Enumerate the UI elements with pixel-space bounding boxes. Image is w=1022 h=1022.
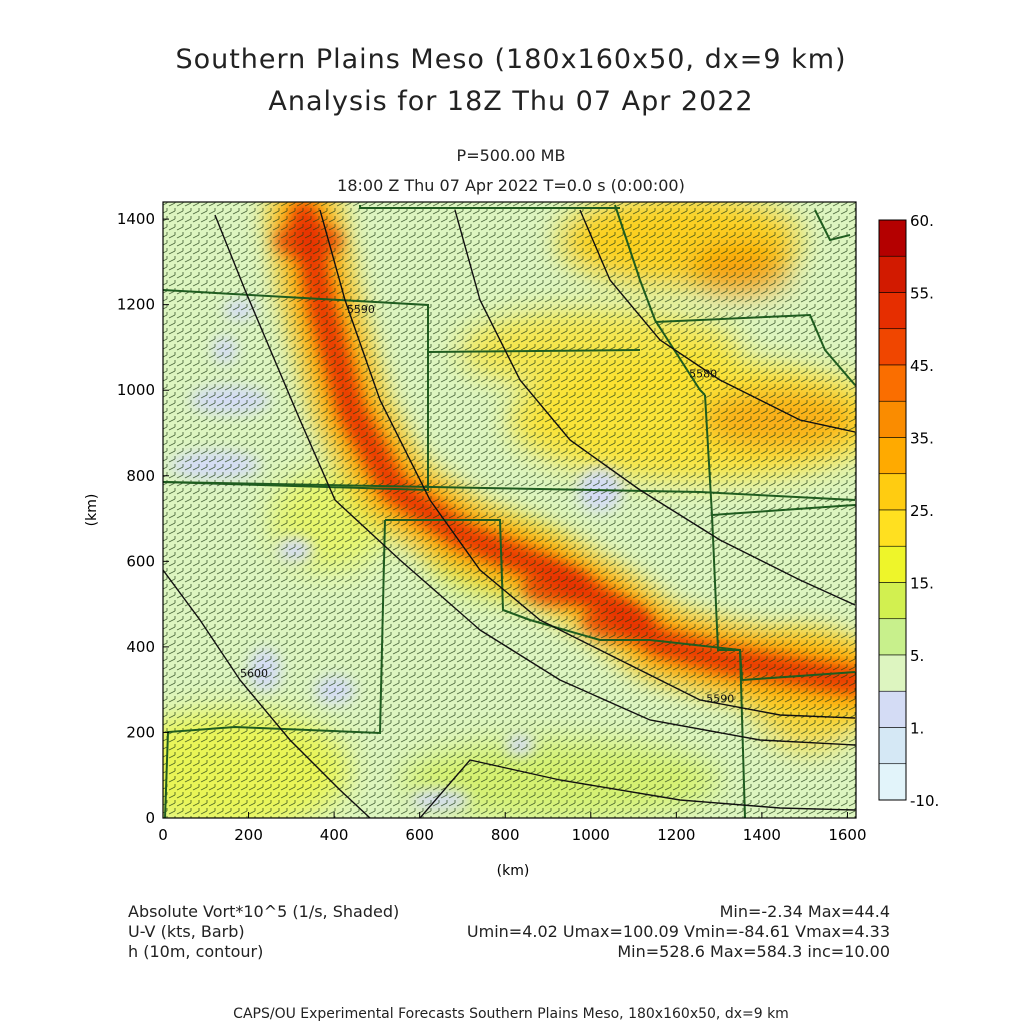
x-tick-label: 200 [234,826,263,844]
x-tick-label: 800 [491,826,520,844]
colorbar-swatch [878,400,907,438]
colorbar-swatch [878,509,907,547]
contour-label: 5600 [240,667,268,680]
colorbar-label: 45. [910,357,934,375]
colorbar-label: 55. [910,285,934,303]
field1-stats: Min=-2.34 Max=44.4 [719,902,890,921]
x-tick-label: 1600 [828,826,866,844]
colorbar-swatch [878,618,907,656]
colorbar-swatch [878,473,907,511]
colorbar-swatch [878,763,907,801]
state-borders [163,204,856,818]
x-axis-label: (km) [497,863,530,879]
colorbar-label: 25. [910,502,934,520]
colorbar-swatch [878,255,907,293]
colorbar-swatch [878,690,907,728]
field2-stats: Umin=4.02 Umax=100.09 Vmin=-84.61 Vmax=4… [466,922,890,941]
colorbar: 60. 55. 45. 35. 25. 15. 5. 1. -10. [878,212,939,810]
colorbar-label: 1. [910,720,924,738]
colorbar-swatch [878,437,907,475]
y-tick-label: 1000 [117,381,155,399]
y-tick-label: 400 [126,638,155,656]
y-axis: 0 200 400 600 800 1000 1200 1400 [117,210,169,827]
y-tick-label: 1200 [117,296,155,314]
field2-label: U-V (kts, Barb) [128,922,245,941]
x-axis: 0 200 400 600 800 1000 1200 1400 1600 [158,812,867,844]
valid-time: 18:00 Z Thu 07 Apr 2022 T=0.0 s (0:00:00… [337,176,685,195]
colorbar-label: 35. [910,430,934,448]
y-tick-label: 1400 [117,210,155,228]
credit-line: CAPS/OU Experimental Forecasts Southern … [233,1006,789,1022]
chart-subtitle: Analysis for 18Z Thu 07 Apr 2022 [268,86,754,117]
plot-area: 5590 5580 5600 5590 [163,202,856,818]
y-tick-label: 600 [126,552,155,570]
x-tick-label: 1400 [743,826,781,844]
y-tick-label: 0 [145,809,155,827]
contour-label: 5590 [706,693,734,706]
colorbar-swatch [878,328,907,366]
colorbar-label: 15. [910,575,934,593]
contour-label: 5580 [689,367,717,380]
colorbar-swatch [878,219,907,257]
wind-barbs [163,202,856,818]
field1-label: Absolute Vort*10^5 (1/s, Shaded) [128,902,400,921]
colorbar-swatch [878,364,907,402]
colorbar-label: 60. [910,212,934,230]
y-tick-label: 200 [126,723,155,741]
contour-label: 5590 [347,303,375,316]
colorbar-swatch [878,654,907,692]
x-tick-label: 0 [158,826,168,844]
field3-label: h (10m, contour) [128,942,264,961]
pressure-level: P=500.00 MB [456,146,566,165]
colorbar-swatch [878,582,907,620]
colorbar-swatch [878,727,907,765]
contour-labels: 5590 5580 5600 5590 [240,303,734,705]
y-tick-label: 800 [126,467,155,485]
plot-frame [162,201,857,819]
colorbar-label: 5. [910,647,924,665]
field3-stats: Min=528.6 Max=584.3 inc=10.00 [617,942,890,961]
colorbar-swatch [878,292,907,330]
height-contours [163,209,856,818]
x-tick-label: 600 [405,826,434,844]
colorbar-frame [878,219,907,801]
colorbar-label: -10. [910,792,939,810]
x-tick-label: 1000 [572,826,610,844]
x-tick-label: 400 [320,826,349,844]
colorbar-swatch [878,545,907,583]
x-tick-label: 1200 [657,826,695,844]
y-axis-label: (km) [84,494,100,527]
chart-title: Southern Plains Meso (180x160x50, dx=9 k… [175,44,847,75]
